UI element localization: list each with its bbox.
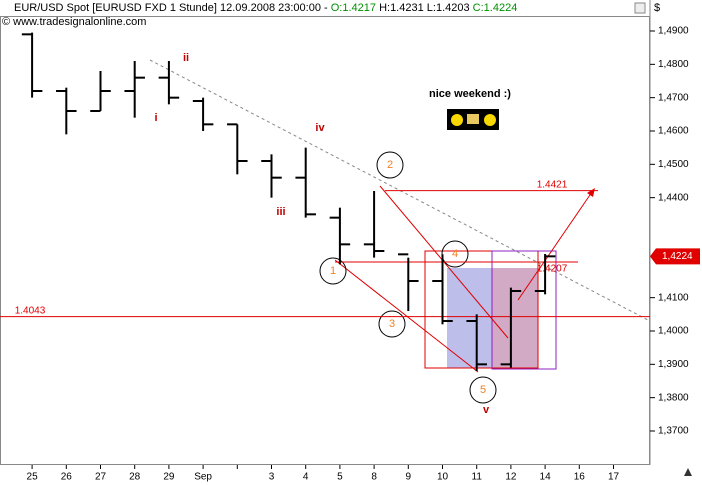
y-tick-label: 1,4000: [658, 326, 689, 337]
x-tick-label: 3: [269, 472, 275, 483]
wave-label: v: [483, 404, 490, 416]
wave-label: ii: [183, 52, 189, 64]
x-tick-label: 16: [574, 472, 586, 483]
y-tick-label: 1,3900: [658, 359, 689, 370]
header-low: L:1.4203: [427, 2, 470, 14]
y-tick-label: 1,4100: [658, 292, 689, 303]
copyright: © www.tradesignalonline.com: [2, 16, 146, 28]
count-label: 2: [387, 159, 393, 171]
last-price-box: [650, 248, 700, 265]
zone-frame: [424, 250, 539, 369]
wave-label: iv: [315, 122, 325, 134]
x-tick-label: 10: [437, 472, 449, 483]
x-tick-label: 25: [27, 472, 39, 483]
x-tick-label: 4: [303, 472, 309, 483]
x-tick-label: 12: [505, 472, 517, 483]
currency: $: [654, 2, 660, 14]
y-tick-label: 1,4800: [658, 59, 689, 70]
level-label: 1.4043: [15, 305, 46, 316]
header-high: H:1.4231: [379, 2, 424, 14]
header-instrument: EUR/USD Spot [EURUSD FXD 1 Stunde] 12.09…: [14, 2, 328, 14]
x-tick-label: Sep: [194, 472, 212, 483]
projection-arrow: [517, 191, 593, 301]
trend-line: [149, 59, 649, 321]
x-tick-label: 29: [163, 472, 175, 483]
smiley-badge: [447, 109, 499, 130]
header: EUR/USD Spot [EURUSD FXD 1 Stunde] 12.09…: [14, 2, 517, 14]
x-tick-label: 14: [540, 472, 552, 483]
y-tick-label: 1,4700: [658, 92, 689, 103]
last-price-label: 1,4224: [662, 251, 693, 262]
count-label: 1: [330, 265, 336, 277]
y-tick-label: 1,4400: [658, 192, 689, 203]
count-label: 3: [389, 318, 395, 330]
level-label: 1.4207: [537, 264, 568, 275]
note: nice weekend :): [429, 88, 511, 100]
x-tick-label: 28: [129, 472, 141, 483]
y-tick-label: 1,4900: [658, 26, 689, 37]
x-tick-label: 17: [608, 472, 620, 483]
x-tick-label: 8: [371, 472, 377, 483]
x-tick-label: 11: [472, 472, 483, 483]
channel-line: [334, 259, 479, 373]
window-button[interactable]: [634, 2, 646, 14]
wave-label: iii: [276, 206, 285, 218]
y-tick-label: 1,4600: [658, 126, 689, 137]
count-label: 4: [452, 248, 458, 260]
y-tick-label: 1,4500: [658, 159, 689, 170]
wave-label: i: [154, 112, 157, 124]
count-circles: [319, 151, 497, 404]
x-tick-label: 26: [61, 472, 73, 483]
x-tick-label: 9: [406, 472, 412, 483]
scroll-arrow[interactable]: [684, 468, 692, 476]
y-tick-label: 1,3700: [658, 426, 689, 437]
zone-frame: [491, 250, 557, 370]
count-label: 5: [480, 384, 486, 396]
y-tick-label: 1,3800: [658, 392, 689, 403]
zone-box: [492, 268, 538, 368]
header-open: O:1.4217: [331, 2, 376, 14]
level-label: 1.4421: [537, 179, 568, 190]
header-close: C:1.4224: [473, 2, 518, 14]
x-tick-label: 5: [337, 472, 343, 483]
x-tick-label: 27: [95, 472, 107, 483]
